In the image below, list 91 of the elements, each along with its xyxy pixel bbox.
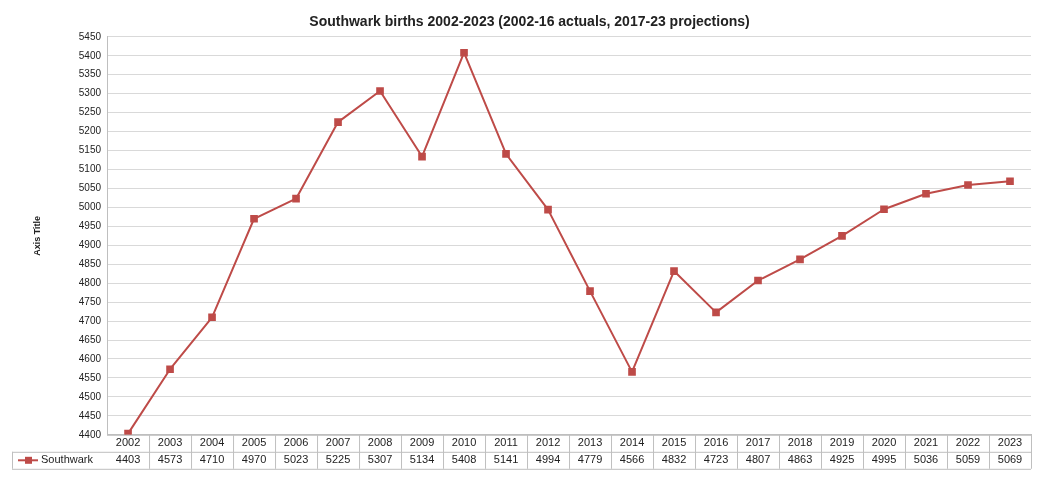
point [964, 181, 972, 189]
data-label: 5141 [493, 453, 519, 466]
point [166, 365, 174, 374]
point [544, 205, 552, 214]
x-tick-label: 2004 [199, 436, 225, 449]
point [754, 276, 762, 285]
y-tick-label: 4900 [78, 239, 102, 251]
x-tick-label: 2014 [619, 436, 645, 449]
y-tick-label: 4400 [78, 428, 102, 440]
y-tick-label: 5350 [78, 68, 102, 80]
y-tick-label: 5450 [78, 30, 102, 42]
y-tick-label: 5000 [78, 201, 102, 213]
point [1006, 177, 1014, 186]
data-label: 4573 [157, 453, 183, 466]
data-label: 5059 [955, 453, 981, 466]
data-label: 5134 [409, 453, 435, 466]
x-tick-label: 2006 [283, 436, 309, 449]
data-label: 5036 [913, 453, 939, 466]
x-tick-label: 2008 [367, 436, 393, 449]
data-label: 5069 [997, 453, 1023, 466]
point [250, 214, 258, 223]
data-label: 4995 [871, 453, 897, 466]
point [376, 87, 384, 95]
data-label: 4832 [661, 453, 687, 466]
point [712, 308, 720, 317]
y-tick-label: 5250 [78, 106, 102, 118]
x-tick-label: 2010 [451, 436, 477, 449]
y-tick-label: 4700 [78, 314, 102, 326]
y-tick-label: 4550 [78, 371, 102, 383]
data-label: 4970 [241, 453, 267, 466]
data-label: 4566 [619, 453, 645, 466]
point [586, 287, 594, 295]
x-tick-label: 2009 [409, 436, 435, 449]
x-tick-label: 2007 [325, 436, 351, 449]
x-tick-label: 2023 [997, 436, 1023, 449]
y-tick-label: 5200 [78, 125, 102, 137]
data-label: 4807 [745, 453, 771, 466]
point [460, 48, 468, 57]
data-label: 5307 [367, 453, 393, 466]
point [922, 189, 930, 198]
y-tick-label: 4850 [78, 257, 102, 269]
y-tick-label: 4500 [78, 390, 102, 402]
x-tick-label: 2012 [535, 436, 561, 449]
point [418, 152, 426, 161]
point [124, 429, 132, 435]
y-tick-label: 4800 [78, 276, 102, 288]
x-tick-label: 2013 [577, 436, 603, 449]
x-tick-label: 2021 [913, 436, 939, 449]
point [838, 231, 846, 240]
x-tick-label: 2018 [787, 436, 813, 449]
y-tick-label: 5300 [78, 87, 102, 99]
point [292, 194, 300, 203]
data-label: 5408 [451, 453, 477, 466]
y-axis-title: Axis Title [31, 215, 42, 256]
point [880, 205, 888, 214]
data-label: 4403 [115, 453, 141, 466]
x-tick-label: 2015 [661, 436, 687, 449]
y-tick-label: 4600 [78, 352, 102, 364]
data-label: 4994 [535, 453, 561, 466]
x-tick-label: 2020 [871, 436, 897, 449]
x-tick-label: 2011 [494, 436, 518, 449]
x-tick-label: 2016 [703, 436, 729, 449]
data-label: 5023 [283, 453, 309, 466]
point [796, 255, 804, 264]
x-tick-label: 2019 [829, 436, 855, 449]
data-label: 4925 [829, 453, 855, 466]
x-tick-label: 2003 [157, 436, 183, 449]
y-tick-label: 4650 [78, 333, 102, 345]
legend-label: Southwark [41, 453, 94, 466]
point [502, 150, 510, 158]
x-tick-label: 2022 [955, 436, 981, 449]
point [670, 267, 678, 275]
x-tick-label: 2017 [745, 436, 771, 449]
data-label: 4723 [703, 453, 729, 466]
y-tick-label: 5050 [78, 182, 102, 194]
point [628, 368, 636, 376]
y-tick-label: 5100 [78, 163, 102, 175]
data-label: 4779 [577, 453, 603, 466]
data-label: 4710 [199, 453, 225, 466]
point [334, 118, 342, 126]
chart-title: Southwark births 2002-2023 (2002-16 actuals, 2017-23 projections) [309, 13, 750, 30]
y-tick-label: 5150 [78, 144, 102, 156]
y-tick-label: 4450 [78, 409, 102, 421]
y-tick-label: 4750 [78, 295, 102, 307]
x-tick-label: 2005 [241, 436, 267, 449]
point [208, 313, 216, 322]
data-label: 4863 [787, 453, 813, 466]
y-tick-label: 4950 [78, 220, 102, 232]
data-label: 5225 [325, 453, 351, 466]
x-tick-label: 2002 [115, 436, 141, 449]
y-tick-label: 5400 [78, 49, 102, 61]
